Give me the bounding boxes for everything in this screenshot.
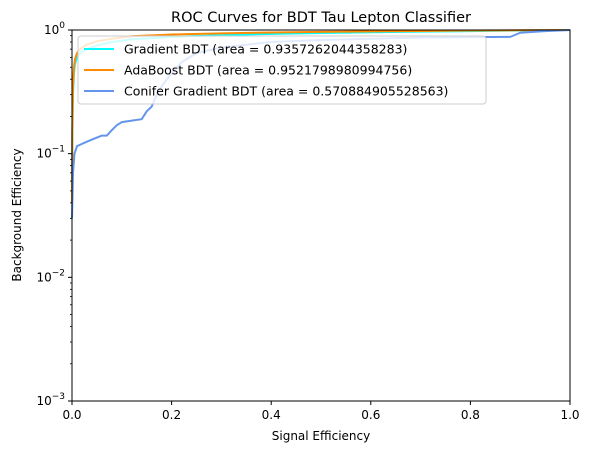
- plot-frame: [71, 29, 571, 402]
- legend-label-2: Conifer Gradient BDT (area = 0.570884905…: [124, 84, 448, 99]
- y-tick-label-0: 10−3: [36, 392, 65, 408]
- legend-label-0: Gradient BDT (area = 0.9357262044358283): [124, 42, 407, 57]
- y-tick-label-2: 10−1: [36, 145, 65, 161]
- x-tick-label-0: 0.0: [62, 408, 81, 422]
- legend-box: [77, 35, 487, 105]
- x-tick-label-3: 0.6: [361, 408, 380, 422]
- legend: Gradient BDT (area = 0.9357262044358283)…: [77, 35, 487, 105]
- x-tick-label-4: 0.8: [461, 408, 480, 422]
- y-tick-label-3: 100: [44, 21, 65, 37]
- x-axis-ticks: 0.0 0.2 0.4 0.6 0.8 1.0: [62, 401, 580, 422]
- x-tick-label-1: 0.2: [162, 408, 181, 422]
- legend-label-1: AdaBoost BDT (area = 0.9521798980994756): [124, 63, 412, 78]
- chart-title: ROC Curves for BDT Tau Lepton Classifier: [171, 10, 471, 26]
- x-axis-label: Signal Efficiency: [272, 429, 370, 443]
- y-tick-label-1: 10−2: [36, 268, 65, 284]
- y-axis-label: Background Efficiency: [10, 148, 24, 281]
- x-tick-label-5: 1.0: [560, 408, 579, 422]
- x-tick-label-2: 0.4: [262, 408, 281, 422]
